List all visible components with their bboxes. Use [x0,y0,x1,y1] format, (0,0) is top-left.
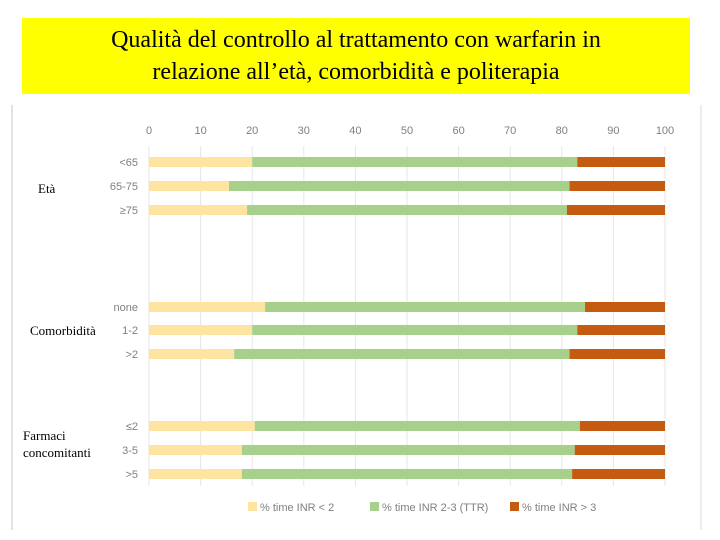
group-label-comorbidita: Comorbidità [30,323,96,338]
group-label-eta: Età [38,181,56,196]
x-tick-label: 10 [194,125,206,137]
bar-segment-inr-above-3 [566,205,665,215]
bar-segment-inr-above-3 [585,302,665,312]
y-category-label: <65 [119,157,138,169]
bar-segment-inr-below-2 [149,205,248,215]
panel-left-edge [11,105,13,530]
bar-segment-inr-below-2 [149,181,229,191]
legend-label: % time INR 2-3 (TTR) [382,502,488,514]
bar-segment-inr-below-2 [149,469,242,479]
title-line-2: relazione all’età, comorbidità e politer… [152,59,560,85]
bar-segment-inr-above-3 [569,181,665,191]
bar-segment-inr-2-3 [254,421,580,431]
bar-segment-inr-below-2 [149,157,253,167]
x-tick-label: 30 [298,125,310,137]
x-tick-label: 100 [656,125,674,137]
x-tick-label: 90 [607,125,619,137]
group-label-farmaci-line1: Farmaci [23,428,66,443]
legend-swatch [370,502,379,511]
x-tick-label: 40 [349,125,361,137]
legend-label: % time INR < 2 [260,502,334,514]
legend-swatch [510,502,519,511]
bar-segment-inr-above-3 [577,325,665,335]
y-category-label: 65-75 [110,181,138,193]
x-tick-label: 60 [452,125,464,137]
legend-label: % time INR > 3 [522,502,596,514]
bar-segment-inr-below-2 [149,302,266,312]
bar-segment-inr-below-2 [149,349,235,359]
y-category-label: ≤2 [126,421,138,433]
group-label-farmaci-line2: concomitanti [23,445,91,460]
y-category-label: none [114,302,138,314]
bar-segment-inr-2-3 [252,325,578,335]
y-category-label: >2 [125,349,138,361]
bar-segment-inr-below-2 [149,421,255,431]
panel-right-edge [700,105,702,530]
chart-panel [10,105,704,530]
slide-title: Qualità del controllo al trattamento con… [22,18,690,94]
bar-segment-inr-2-3 [228,181,570,191]
bar-segment-inr-below-2 [149,325,253,335]
title-line-1: Qualità del controllo al trattamento con… [111,27,601,53]
bar-segment-inr-above-3 [577,157,665,167]
bar-segment-inr-2-3 [252,157,578,167]
y-category-label: ≥75 [120,205,138,217]
bar-segment-inr-2-3 [234,349,570,359]
group-label-farmaci: Farmaci concomitanti [23,427,91,461]
bar-segment-inr-below-2 [149,445,242,455]
x-tick-label: 50 [401,125,413,137]
bar-segment-inr-2-3 [247,205,567,215]
x-tick-label: 70 [504,125,516,137]
y-category-label: 3-5 [122,445,138,457]
x-tick-label: 20 [246,125,258,137]
bar-segment-inr-above-3 [572,469,665,479]
bar-segment-inr-2-3 [241,445,575,455]
x-tick-label: 80 [556,125,568,137]
bar-segment-inr-2-3 [241,469,573,479]
legend-swatch [248,502,257,511]
x-tick-label: 0 [146,125,152,137]
y-category-label: >5 [125,469,138,481]
bar-segment-inr-above-3 [579,421,665,431]
bar-segment-inr-above-3 [569,349,665,359]
y-category-label: 1-2 [122,325,138,337]
bar-segment-inr-above-3 [574,445,665,455]
bar-segment-inr-2-3 [265,302,586,312]
